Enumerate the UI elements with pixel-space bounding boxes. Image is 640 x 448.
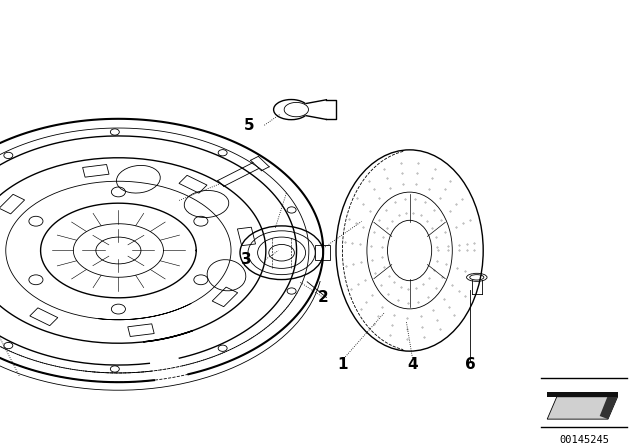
Text: 6: 6 [465, 357, 476, 372]
Text: 3: 3 [241, 252, 252, 267]
Text: 5: 5 [244, 118, 255, 133]
Text: 00145245: 00145245 [559, 435, 609, 445]
Polygon shape [547, 392, 618, 397]
Text: 2: 2 [318, 290, 328, 305]
Text: 4: 4 [408, 357, 418, 372]
Text: 1: 1 [337, 357, 348, 372]
Polygon shape [547, 397, 618, 419]
Polygon shape [600, 394, 618, 419]
